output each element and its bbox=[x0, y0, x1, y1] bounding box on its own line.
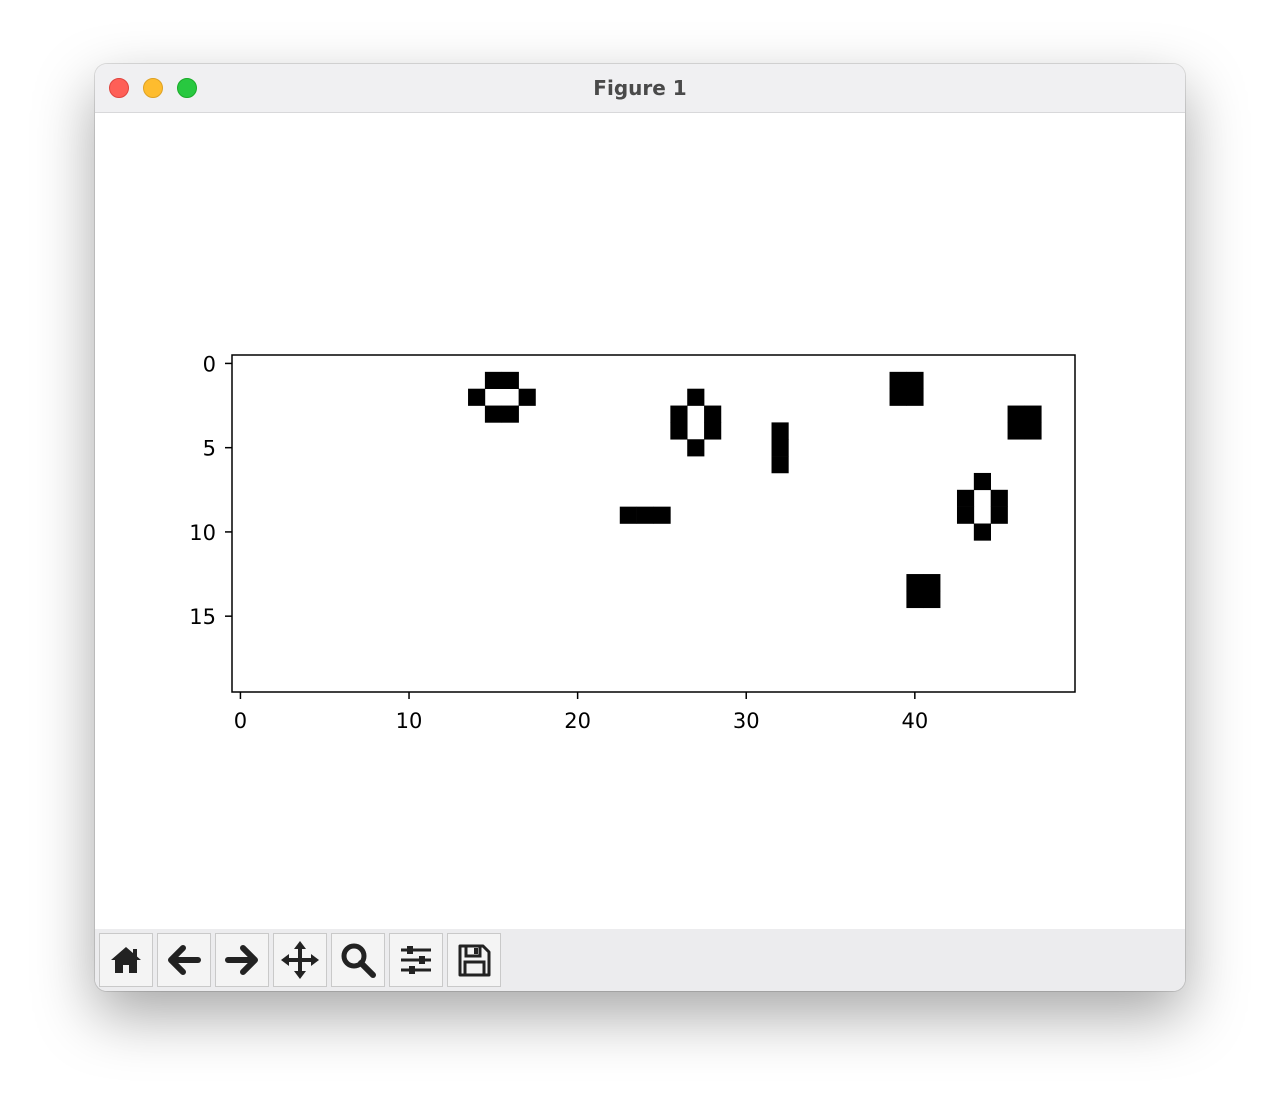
forward-arrow-icon bbox=[225, 945, 258, 975]
minimize-button[interactable] bbox=[143, 78, 163, 98]
home-button[interactable] bbox=[99, 933, 153, 987]
heatmap-chart: 0 10 20 30 40 0 5 10 15 bbox=[189, 352, 1076, 733]
x-tick-label: 30 bbox=[733, 709, 760, 733]
heatmap-cell bbox=[687, 439, 705, 457]
heatmap-cell bbox=[889, 371, 907, 389]
heatmap-cell bbox=[484, 371, 503, 389]
heatmap-cell bbox=[973, 523, 991, 541]
back-button[interactable] bbox=[157, 933, 211, 987]
window-title: Figure 1 bbox=[593, 76, 687, 100]
heatmap-cell bbox=[889, 388, 907, 406]
home-icon bbox=[111, 947, 141, 973]
heatmap-cell bbox=[771, 456, 789, 474]
heatmap-cell bbox=[956, 489, 975, 507]
subplots-button[interactable] bbox=[389, 933, 443, 987]
x-tick-label: 40 bbox=[901, 709, 928, 733]
y-tick-label: 15 bbox=[189, 605, 216, 629]
heatmap-cell bbox=[484, 405, 503, 423]
heatmap-cell bbox=[956, 506, 975, 524]
heatmap-cell bbox=[923, 574, 941, 592]
heatmap-cell bbox=[653, 506, 671, 524]
y-tick-label: 0 bbox=[203, 352, 216, 376]
heatmap-cell bbox=[518, 388, 536, 406]
heatmap-cell bbox=[670, 405, 688, 423]
y-tick-label: 5 bbox=[203, 437, 216, 461]
y-tick-label: 10 bbox=[189, 521, 216, 545]
pan-button[interactable] bbox=[273, 933, 327, 987]
back-arrow-icon bbox=[168, 945, 201, 975]
pan-icon bbox=[281, 941, 319, 979]
save-icon bbox=[458, 944, 491, 977]
heatmap-cell bbox=[923, 590, 941, 609]
subplots-icon bbox=[401, 946, 431, 974]
save-button[interactable] bbox=[447, 933, 501, 987]
navigation-toolbar bbox=[95, 929, 1185, 991]
heatmap-cell bbox=[906, 388, 924, 406]
heatmap-cell bbox=[501, 371, 519, 389]
heatmap-cell bbox=[670, 422, 688, 440]
heatmap-cell bbox=[636, 506, 654, 524]
heatmap-cell bbox=[771, 422, 789, 440]
heatmap-cell bbox=[704, 405, 722, 423]
heatmap-cell bbox=[990, 489, 1008, 507]
axes-frame bbox=[231, 354, 1076, 693]
heatmap-cell bbox=[1024, 405, 1042, 423]
heatmap-cell bbox=[906, 590, 924, 609]
x-tick-label: 20 bbox=[564, 709, 591, 733]
heatmap-cell bbox=[1007, 405, 1025, 423]
heatmap-cell bbox=[704, 422, 722, 440]
forward-button[interactable] bbox=[215, 933, 269, 987]
figure-window: Figure 1 0 10 20 30 40 0 5 10 15 bbox=[95, 64, 1185, 991]
close-button[interactable] bbox=[109, 78, 129, 98]
heatmap-cell bbox=[1024, 422, 1042, 440]
title-bar[interactable]: Figure 1 bbox=[95, 64, 1185, 113]
x-tick-label: 10 bbox=[396, 709, 423, 733]
heatmap-cell bbox=[906, 371, 924, 389]
heatmap-cell bbox=[906, 574, 924, 592]
heatmap-cell bbox=[501, 405, 519, 423]
heatmap-cell bbox=[990, 506, 1008, 524]
figure-canvas[interactable]: 0 10 20 30 40 0 5 10 15 bbox=[95, 113, 1185, 929]
heatmap-cell bbox=[973, 472, 991, 491]
heatmap-cell bbox=[687, 388, 705, 406]
zoom-rect-button[interactable] bbox=[331, 933, 385, 987]
heatmap-cell bbox=[1007, 422, 1025, 440]
zoom-button[interactable] bbox=[177, 78, 197, 98]
heatmap-cell bbox=[771, 439, 789, 457]
zoom-icon bbox=[341, 943, 376, 978]
x-tick-label: 0 bbox=[234, 709, 247, 733]
heatmap-cell bbox=[468, 388, 486, 406]
heatmap-cell bbox=[619, 506, 637, 524]
